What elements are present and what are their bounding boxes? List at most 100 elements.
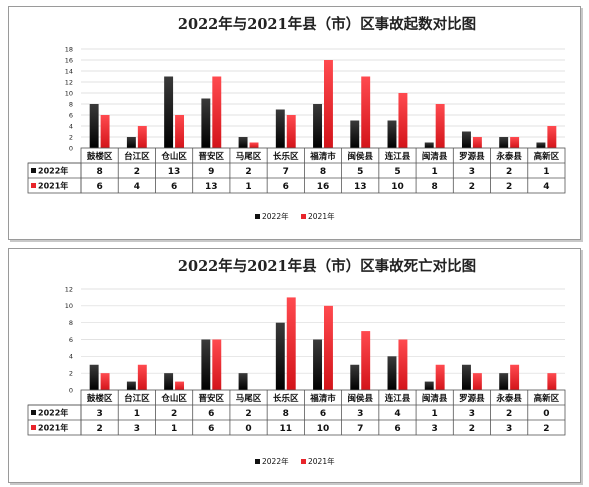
- bar-2021: [361, 331, 371, 390]
- data-value: 10: [317, 424, 330, 434]
- y-tick-label: 12: [65, 78, 73, 86]
- y-tick-label: 4: [69, 122, 73, 130]
- data-value: 7: [283, 167, 289, 177]
- bar-2021: [510, 137, 520, 148]
- data-value: 0: [245, 424, 251, 434]
- accidents-chart: 2022年与2021年县（市）区事故起数对比图024681012141618鼓楼…: [27, 15, 566, 221]
- bar-2021: [286, 297, 296, 390]
- bar-2022: [313, 339, 322, 390]
- category-label: 仓山区: [160, 151, 187, 162]
- bar-2022: [238, 137, 248, 148]
- category-label: 永泰县: [495, 393, 522, 404]
- bar-2021: [547, 126, 557, 148]
- bar-2021: [100, 115, 110, 148]
- bar-2022: [164, 76, 174, 148]
- data-value: 1: [134, 409, 140, 419]
- bar-2022: [313, 104, 322, 148]
- bar-2022: [461, 364, 471, 390]
- data-value: 13: [354, 182, 367, 192]
- data-value: 2: [469, 424, 475, 434]
- data-value: 4: [134, 182, 140, 192]
- data-value: 10: [391, 182, 404, 192]
- bar-2022: [126, 137, 136, 148]
- series-label: 2021年: [38, 181, 68, 191]
- data-value: 6: [208, 409, 214, 419]
- bar-2021: [100, 373, 110, 390]
- legend-label: 2021年: [308, 456, 335, 466]
- category-label: 台江区: [124, 393, 150, 404]
- series-key: [31, 410, 36, 415]
- bar-2021: [212, 339, 222, 390]
- chart-title: 2022年与2021年县（市）区事故死亡对比图: [178, 257, 476, 275]
- bar-2021: [510, 364, 520, 390]
- chart-title: 2022年与2021年县（市）区事故起数对比图: [178, 15, 476, 33]
- bar-2022: [387, 356, 397, 390]
- category-label: 闽侯县: [347, 151, 373, 162]
- category-label: 高新区: [534, 151, 560, 162]
- data-value: 2: [506, 182, 512, 192]
- category-label: 罗源县: [459, 151, 485, 162]
- chart-panel-deaths: 2022年与2021年县（市）区事故死亡对比图 0 2 4 6 8 10 12 鼓楼区 台江区 仓山…: [8, 248, 581, 483]
- category-label: 长乐区: [273, 393, 299, 404]
- data-value: 6: [208, 424, 214, 434]
- data-value: 8: [320, 167, 326, 177]
- bar-2021: [398, 339, 408, 390]
- data-value: 8: [283, 409, 289, 419]
- bar-2021: [472, 137, 482, 148]
- bar-2021: [137, 364, 147, 390]
- data-value: 7: [357, 424, 363, 434]
- y-tick-label: 0: [69, 386, 73, 394]
- category-label: 闽清县: [422, 151, 448, 162]
- data-value: 3: [357, 409, 363, 419]
- data-value: 1: [245, 182, 251, 192]
- bar-2021: [175, 381, 185, 390]
- data-value: 3: [432, 424, 438, 434]
- data-value: 6: [394, 424, 400, 434]
- legend-key: [255, 459, 260, 464]
- y-tick-label: 12: [65, 285, 73, 293]
- bar-2022: [164, 373, 174, 390]
- series-key: [31, 425, 36, 430]
- bar-2022: [201, 98, 211, 148]
- bar-2021: [324, 305, 333, 390]
- data-value: 1: [543, 167, 549, 177]
- data-value: 1: [432, 167, 438, 177]
- category-label: 马尾区: [236, 152, 262, 162]
- data-value: 0: [543, 409, 549, 419]
- bar-2022: [536, 142, 546, 148]
- category-label: 晋安区: [199, 151, 225, 162]
- bar-2022: [89, 364, 99, 390]
- category-label: 长乐区: [273, 151, 299, 162]
- series-key: [31, 183, 36, 188]
- bar-2021: [137, 126, 147, 148]
- category-label: 连江县: [385, 393, 411, 404]
- data-value: 2: [469, 182, 475, 192]
- category-label: 鼓楼区: [87, 393, 113, 404]
- bar-2022: [238, 373, 248, 390]
- y-tick-label: 6: [69, 336, 73, 344]
- legend-key: [301, 214, 306, 219]
- legend-key: [255, 214, 260, 219]
- data-value: 4: [543, 182, 549, 192]
- bar-2021: [324, 60, 333, 148]
- bar-2021: [175, 115, 185, 148]
- bar-2021: [472, 373, 482, 390]
- legend-label: 2021年: [308, 211, 335, 221]
- data-value: 2: [543, 424, 549, 434]
- y-tick-label: 4: [69, 353, 73, 361]
- category-label: 连江县: [385, 151, 411, 162]
- data-value: 13: [205, 182, 218, 192]
- data-value: 2: [245, 167, 251, 177]
- data-value: 2: [134, 167, 140, 177]
- data-value: 11: [280, 424, 293, 434]
- data-value: 2: [506, 409, 512, 419]
- data-value: 5: [394, 167, 400, 177]
- bar-2021: [398, 93, 408, 148]
- series-label: 2021年: [38, 423, 68, 433]
- data-value: 4: [394, 409, 400, 419]
- legend-label: 2022年: [262, 211, 289, 221]
- y-tick-label: 6: [69, 111, 73, 119]
- bar-2022: [461, 131, 471, 148]
- y-tick-label: 0: [69, 144, 73, 152]
- bar-2022: [89, 104, 99, 148]
